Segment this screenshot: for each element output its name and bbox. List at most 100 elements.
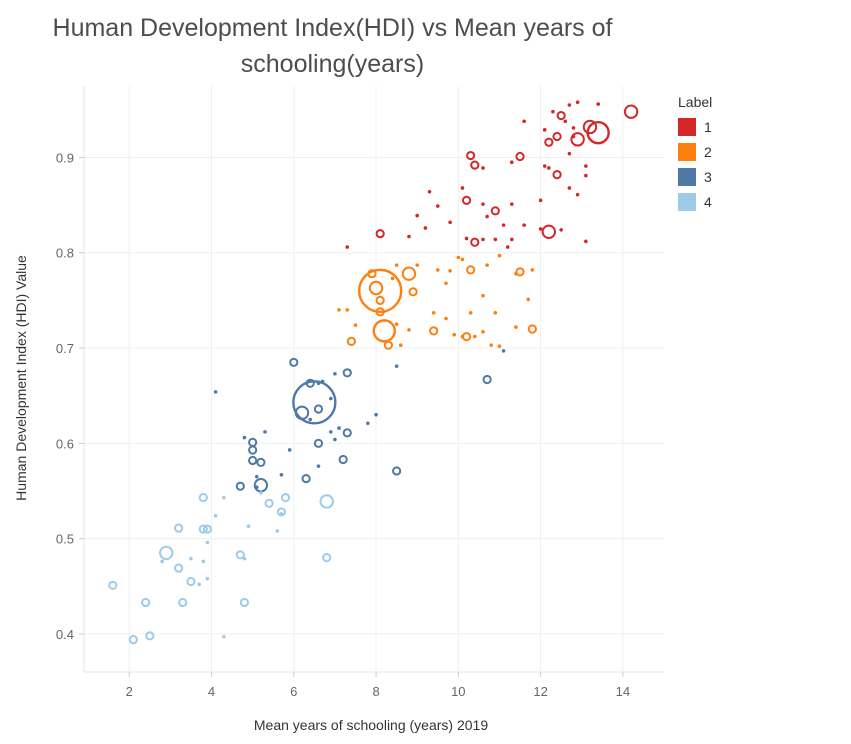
data-point-label-1: [522, 119, 526, 124]
data-point-label-3: [305, 378, 315, 388]
data-point-label-1: [466, 150, 476, 161]
data-point-label-2: [357, 268, 403, 314]
data-point-label-1: [493, 237, 498, 242]
data-point-label-1: [505, 245, 510, 249]
x-tick-label: 14: [616, 684, 630, 699]
data-point-label-3: [329, 396, 333, 401]
data-point-label-2: [493, 310, 498, 315]
data-point-label-1: [623, 104, 639, 119]
data-point-label-1: [551, 109, 555, 114]
y-tick-label: 0.6: [56, 436, 74, 451]
data-point-label-1: [559, 228, 563, 232]
data-point-label-4: [222, 634, 226, 639]
data-point-label-2: [407, 328, 411, 332]
data-point-label-2: [460, 257, 465, 262]
legend-item-2[interactable]: 2: [678, 139, 798, 164]
data-point-label-3: [337, 426, 341, 430]
data-point-label-3: [254, 474, 259, 479]
data-point-label-4: [174, 563, 184, 573]
data-point-label-1: [510, 160, 514, 165]
legend-label: 4: [704, 193, 712, 210]
data-point-label-2: [456, 255, 461, 260]
data-point-label-1: [490, 206, 500, 216]
data-point-label-1: [522, 223, 526, 227]
data-point-label-3: [333, 437, 337, 442]
legend-label: 2: [704, 143, 712, 160]
data-point-label-4: [279, 512, 284, 516]
legend-swatch: [678, 117, 696, 136]
data-point-label-2: [401, 266, 417, 281]
legend-item-1[interactable]: 1: [678, 114, 798, 139]
data-point-label-4: [141, 597, 151, 608]
legend: Label 1 2 3 4: [678, 94, 798, 214]
data-point-label-1: [596, 102, 600, 106]
data-point-label-3: [374, 412, 378, 417]
data-point-label-1: [567, 103, 572, 107]
data-point-label-3: [248, 437, 258, 447]
data-point-label-2: [346, 336, 356, 346]
data-point-label-2: [375, 307, 385, 317]
data-point-label-1: [538, 198, 543, 203]
data-point-label-1: [481, 237, 485, 242]
legend-title: Label: [678, 94, 713, 110]
legend-item-4[interactable]: 4: [678, 189, 798, 214]
y-axis-title: Human Development Index (HDI) Value: [13, 255, 29, 501]
data-point-label-3: [213, 390, 218, 394]
data-point-label-1: [575, 100, 580, 104]
data-point-label-1: [407, 234, 411, 239]
data-point-label-2: [481, 293, 485, 298]
data-point-label-1: [575, 192, 580, 197]
data-point-label-2: [497, 253, 502, 258]
data-point-label-2: [444, 281, 448, 286]
data-point-label-1: [448, 220, 452, 225]
data-point-label-2: [435, 268, 440, 272]
data-point-label-4: [205, 576, 210, 581]
data-point-label-3: [287, 448, 292, 452]
x-tick-label: 12: [533, 684, 547, 699]
data-point-label-3: [263, 430, 267, 434]
y-tick-label: 0.4: [56, 627, 74, 642]
data-point-label-2: [485, 263, 489, 267]
data-point-label-3: [392, 466, 402, 476]
data-point-label-1: [345, 245, 350, 249]
data-point-label-4: [235, 550, 245, 560]
data-point-label-1: [427, 189, 432, 194]
data-point-label-4: [242, 556, 247, 561]
data-point-label-3: [342, 428, 352, 438]
data-point-label-2: [394, 322, 399, 327]
x-tick-label: 6: [290, 684, 297, 699]
data-point-label-2: [367, 269, 377, 279]
data-point-label-4: [322, 553, 332, 563]
data-point-label-4: [186, 576, 196, 587]
legend-item-3[interactable]: 3: [678, 164, 798, 189]
data-point-label-3: [316, 381, 321, 386]
data-point-label-1: [571, 126, 576, 130]
data-point-label-3: [338, 454, 348, 465]
data-point-label-2: [468, 310, 473, 315]
data-point-label-2: [481, 330, 485, 334]
y-tick-label: 0.7: [56, 341, 74, 356]
data-point-label-2: [383, 340, 393, 350]
data-point-label-2: [368, 280, 384, 296]
data-point-label-2: [448, 269, 452, 273]
axes: 2 4 6 8 10 12 14 0.4 0.5 0.6 0.7 0.8 0.9: [56, 86, 664, 699]
data-point-label-3: [366, 421, 370, 426]
data-point-label-4: [205, 540, 210, 545]
data-point-label-2: [394, 263, 399, 267]
data-point-label-1: [584, 173, 588, 178]
data-point-label-1: [544, 137, 554, 147]
data-point-label-4: [246, 524, 251, 529]
data-point-label-4: [198, 524, 208, 534]
chart-title: Human Development Index(HDI) vs Mean yea…: [0, 10, 665, 82]
legend-swatch: [678, 167, 696, 186]
data-point-label-3: [308, 417, 313, 422]
data-point-label-3: [313, 438, 324, 448]
data-point-label-2: [431, 310, 436, 315]
data-point-label-1: [460, 186, 465, 190]
x-tick-label: 2: [126, 684, 133, 699]
x-axis-title: Mean years of schooling (years) 2019: [254, 717, 488, 733]
data-point-label-2: [345, 308, 350, 312]
data-point-label-3: [292, 380, 337, 425]
data-point-label-1: [510, 202, 514, 206]
